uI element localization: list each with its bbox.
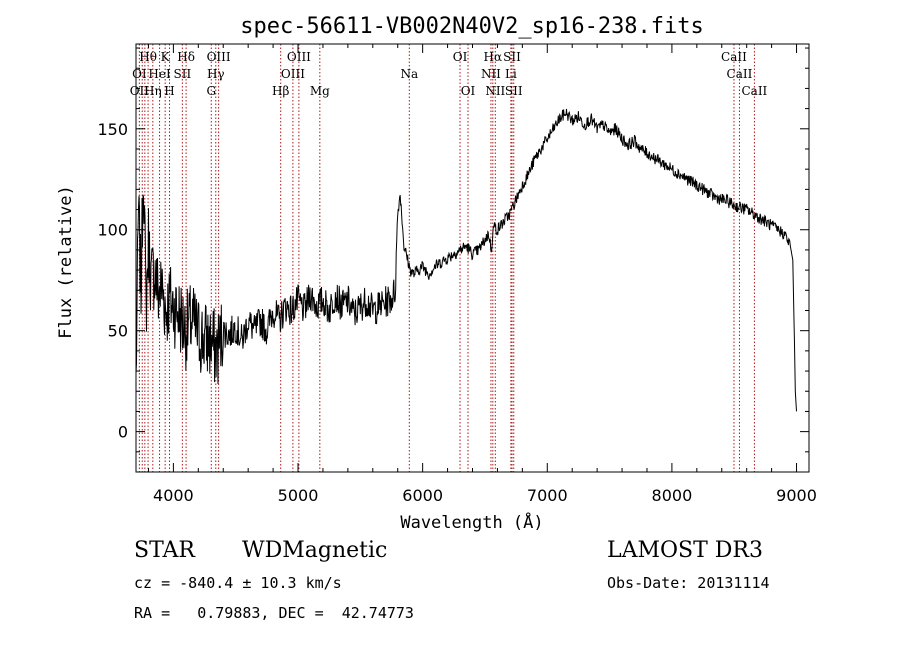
line-label: OI xyxy=(132,67,147,81)
line-label: Hδ xyxy=(177,50,195,64)
x-axis: 4000 5000 6000 7000 8000 9000 xyxy=(147,44,817,505)
line-label: CaII xyxy=(721,50,747,64)
y-tick-label: 150 xyxy=(97,120,128,139)
line-label: CaII xyxy=(741,84,767,98)
object-class: STAR xyxy=(134,538,195,563)
line-label: OIII xyxy=(281,67,305,81)
line-label: K xyxy=(161,50,171,64)
line-label: CaII xyxy=(727,67,753,81)
x-tick-label: 6000 xyxy=(402,486,443,505)
y-tick-label: 50 xyxy=(108,322,128,341)
survey-name: LAMOST DR3 xyxy=(607,538,763,563)
y-tick-label: 0 xyxy=(118,423,128,442)
line-label: Mg xyxy=(310,84,330,98)
chart-title: spec-56611-VB002N40V2_sp16-238.fits xyxy=(240,14,704,39)
object-subclass: WDMagnetic xyxy=(242,538,388,563)
x-tick-label: 8000 xyxy=(652,486,693,505)
x-tick-label: 7000 xyxy=(527,486,568,505)
line-label: NII xyxy=(481,67,501,81)
line-label: OI xyxy=(453,50,468,64)
spectrum-line xyxy=(135,108,797,412)
line-label: OIII xyxy=(287,50,311,64)
line-label: Hα xyxy=(484,50,503,64)
line-label: HeI xyxy=(148,67,171,81)
line-label: SII xyxy=(174,67,192,81)
line-label: SII xyxy=(505,84,523,98)
x-tick-label: 9000 xyxy=(776,486,817,505)
line-label: OII xyxy=(130,84,150,98)
x-tick-label: 4000 xyxy=(153,486,194,505)
line-label: Hθ xyxy=(139,50,157,64)
line-label: OI xyxy=(461,84,476,98)
line-label: H xyxy=(164,84,174,98)
line-label: G xyxy=(206,84,216,98)
y-axis-label: Flux (relative) xyxy=(56,185,76,339)
line-label: Hβ xyxy=(272,84,289,98)
y-tick-label: 100 xyxy=(97,221,128,240)
emission-line-markers xyxy=(138,44,755,472)
line-label: Li xyxy=(505,67,517,81)
velocity-readout: cz = -840.4 ± 10.3 km/s xyxy=(134,574,342,592)
x-tick-label: 5000 xyxy=(278,486,319,505)
line-label: Hη xyxy=(144,84,162,98)
y-axis: 0 50 100 150 xyxy=(97,47,809,453)
line-label: NII xyxy=(485,84,505,98)
line-label: Hγ xyxy=(207,67,225,81)
line-label: SII xyxy=(503,50,521,64)
x-axis-label: Wavelength (Å) xyxy=(400,511,543,533)
line-label: OIII xyxy=(207,50,231,64)
line-label: Na xyxy=(400,67,418,81)
coordinates: RA = 0.79883, DEC = 42.74773 xyxy=(134,604,414,622)
obs-date: Obs-Date: 20131114 xyxy=(607,574,770,592)
